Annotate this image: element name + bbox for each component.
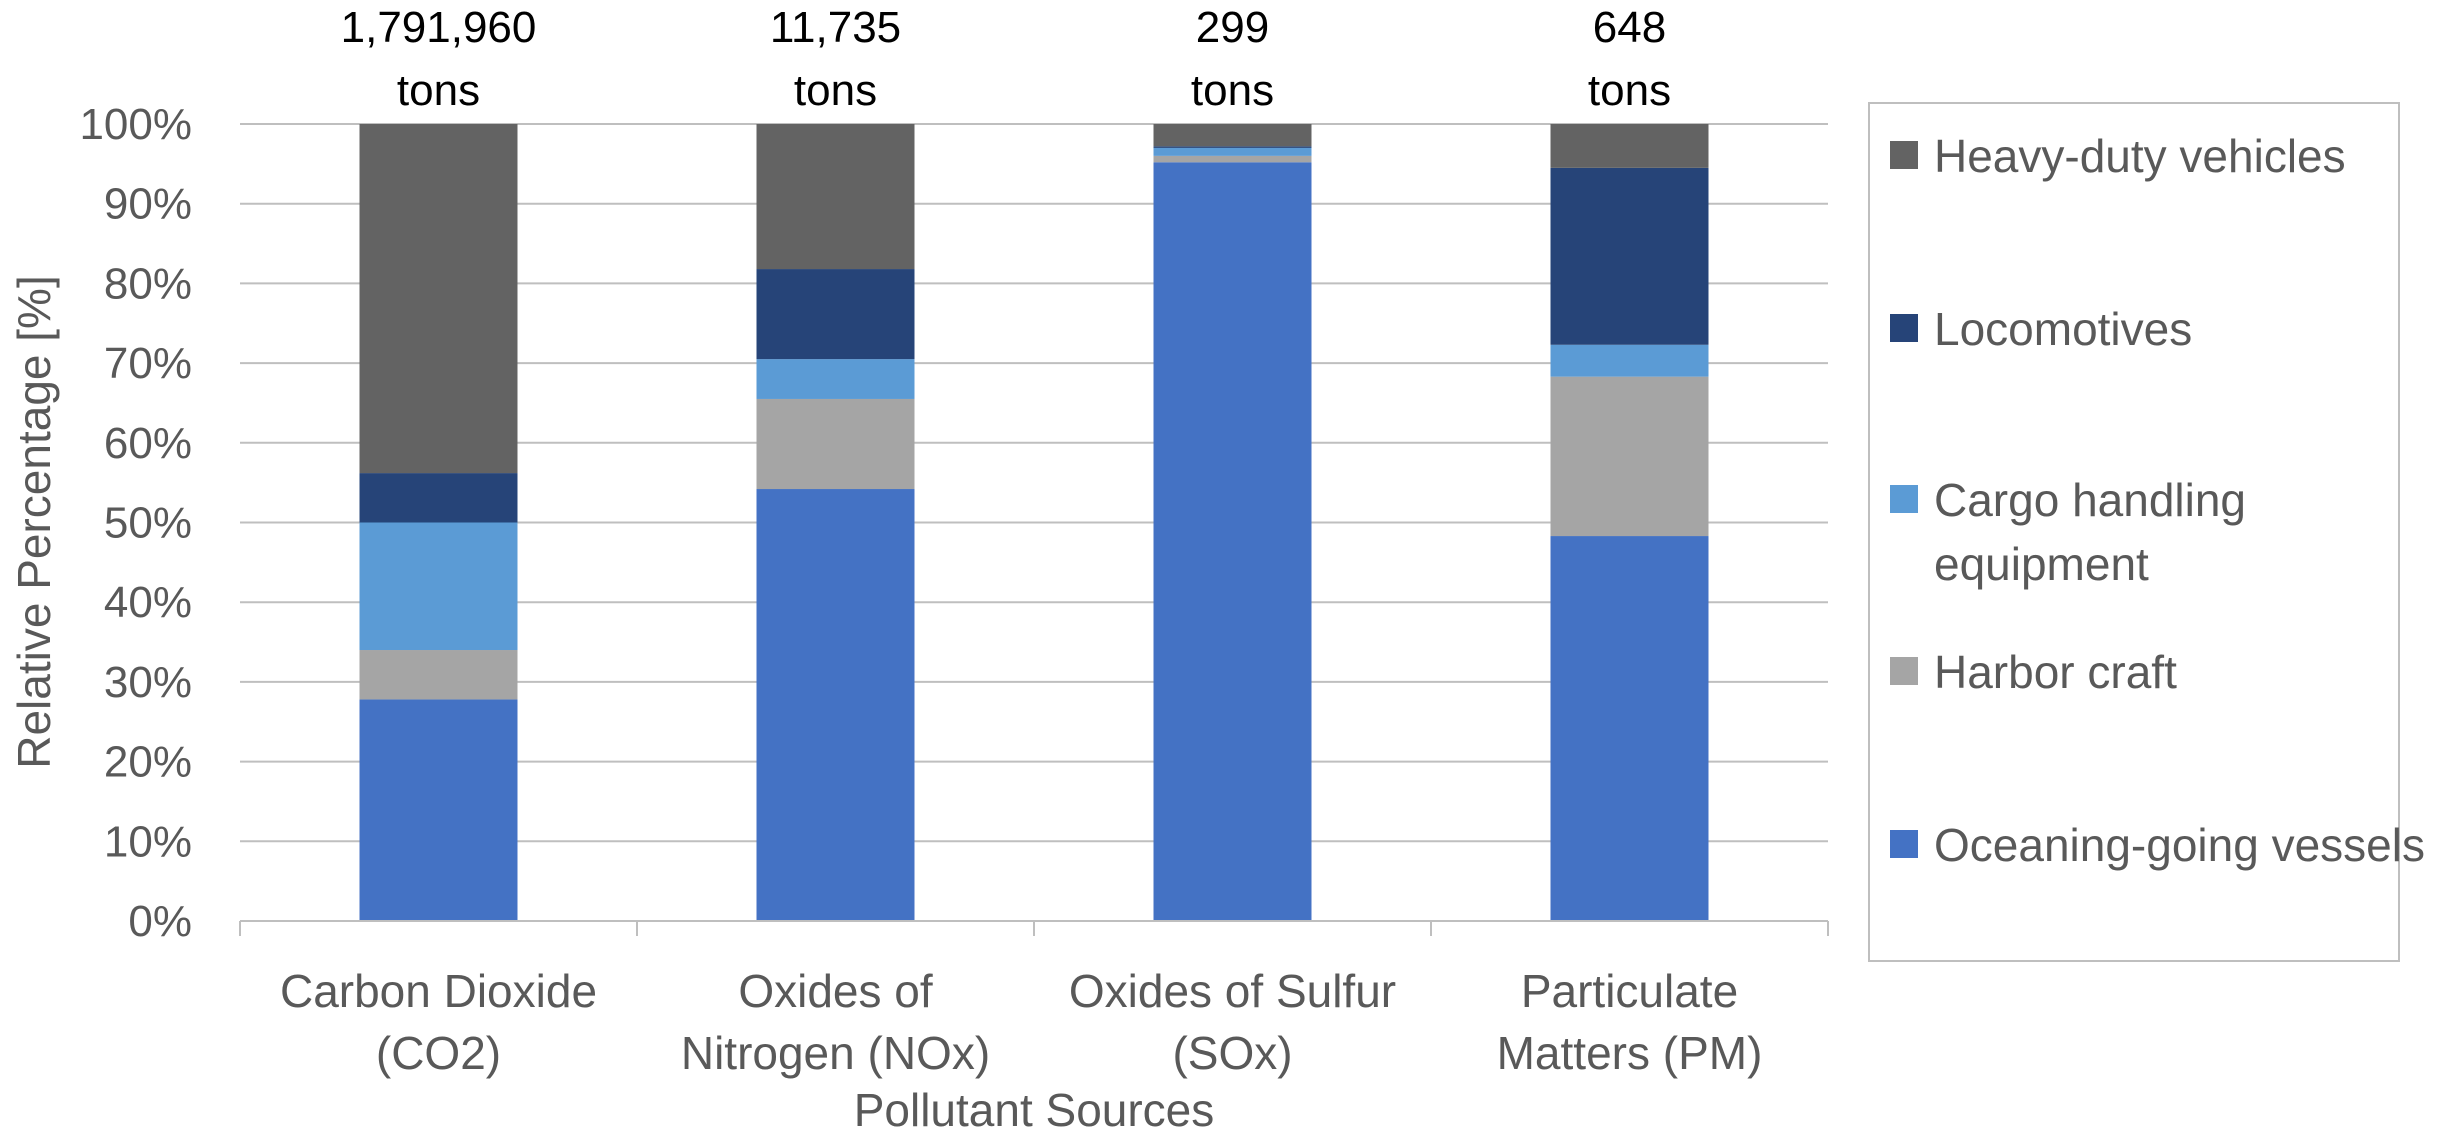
y-tick-label: 30%	[104, 658, 192, 707]
x-tick-label: Carbon Dioxide (CO2)	[280, 965, 597, 1079]
labels: 0% 10% 20% 30% 40% 50% 60% 70% 80% 90% 100% Carbon …	[79, 3, 1762, 1079]
legend-item-label: Harbor craft	[1934, 646, 2177, 698]
data-label-total: 11,735 tons	[770, 3, 901, 115]
bar-segment	[1153, 162, 1312, 922]
y-tick-label: 40%	[104, 578, 192, 627]
x-tick-label: Particulate Matters (PM)	[1497, 965, 1763, 1079]
legend-swatch	[1890, 657, 1918, 685]
bar-segment	[1550, 376, 1709, 537]
y-tick-label: 0%	[128, 897, 192, 946]
axes	[239, 920, 1829, 936]
x-tick-label: Oxides of Nitrogen (NOx)	[681, 965, 990, 1079]
y-tick-label: 60%	[104, 419, 192, 468]
legend-box	[1868, 102, 2400, 962]
data-label-total: 648 tons	[1588, 3, 1671, 115]
legend-item-label: Locomotives	[1934, 303, 2192, 355]
y-axis-title: Relative Percentage [%]	[8, 275, 60, 769]
data-label-total: 299 tons	[1191, 3, 1274, 115]
legend: Heavy-duty vehicles Locomotives Cargo hand…	[1868, 102, 2425, 962]
y-tick-label: 10%	[104, 817, 192, 866]
legend-swatch	[1890, 314, 1918, 342]
bar-segment	[756, 359, 915, 399]
y-tick-label: 20%	[104, 738, 192, 787]
bar-segment	[359, 473, 518, 523]
bar-segment	[756, 124, 915, 270]
legend-item-label: Cargo handling equipment	[1934, 474, 2246, 590]
legend-item-label: Oceaning-going vessels	[1934, 819, 2425, 871]
y-tick-label: 50%	[104, 499, 192, 548]
bar-segment	[359, 522, 518, 651]
bar-segment	[756, 269, 915, 360]
y-tick-label: 70%	[104, 339, 192, 388]
y-tick-label: 100%	[79, 100, 192, 149]
bar-segment	[359, 124, 518, 474]
legend-item-label: Heavy-duty vehicles	[1934, 130, 2346, 182]
bar-segment	[1550, 124, 1709, 168]
bar-segment	[359, 699, 518, 921]
y-tick-label: 80%	[104, 259, 192, 308]
bar-segment	[1153, 147, 1312, 156]
legend-swatch	[1890, 830, 1918, 858]
bar-segment	[359, 650, 518, 700]
y-tick-label: 90%	[104, 180, 192, 229]
data-label-total: 1,791,960 tons	[341, 3, 537, 115]
bar-segment	[1550, 536, 1709, 921]
bar-segment	[756, 489, 915, 921]
bar-segment	[756, 398, 915, 490]
x-tick-label: Oxides of Sulfur (SOx)	[1069, 965, 1396, 1079]
x-axis-title: Pollutant Sources	[854, 1084, 1215, 1134]
legend-swatch	[1890, 141, 1918, 169]
bar-segment	[1153, 146, 1312, 148]
bar-segment	[1550, 167, 1709, 345]
legend-swatch	[1890, 485, 1918, 513]
bar-segment	[1153, 155, 1312, 163]
bars	[359, 124, 1709, 922]
bar-segment	[1550, 344, 1709, 377]
bar-segment	[1153, 124, 1312, 147]
